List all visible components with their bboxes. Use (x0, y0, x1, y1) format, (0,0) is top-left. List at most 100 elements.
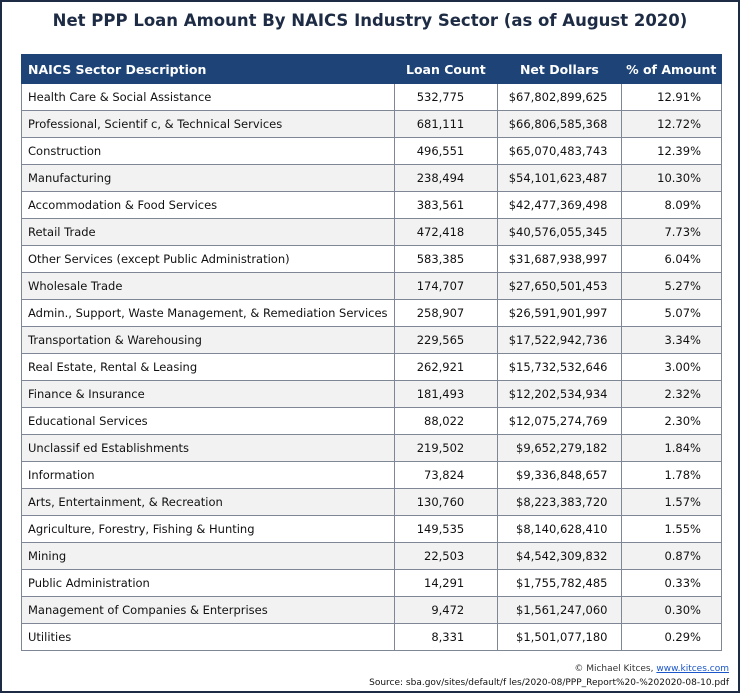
table-number: 0.29% (620, 623, 722, 651)
table-number: $15,732,532,646 (497, 353, 622, 381)
table-number: $1,501,077,180 (497, 623, 622, 651)
sector-name: Transportation & Warehousing (21, 326, 395, 354)
table-row: Real Estate, Rental & Leasing 262,921 $15,… (21, 353, 722, 381)
table-row: Other Services (except Public Administra… (21, 245, 722, 273)
table-number: 10.30% (620, 164, 722, 192)
table-number: $8,140,628,410 (497, 515, 622, 543)
table-number: 22,503 (393, 542, 499, 570)
column-header: NAICS Sector Description (21, 54, 395, 84)
table-number: 130,760 (393, 488, 499, 516)
source: Source: sba.gov/sites/default/f les/2020… (369, 678, 729, 688)
table-number: $9,652,279,182 (497, 434, 622, 462)
table-number: 258,907 (393, 299, 499, 327)
table-number: 2.32% (620, 380, 722, 408)
table-number: 8,331 (393, 623, 499, 651)
table-number: 229,565 (393, 326, 499, 354)
table-number: 174,707 (393, 272, 499, 300)
table-number: $27,650,501,453 (497, 272, 622, 300)
table-number: $1,561,247,060 (497, 596, 622, 624)
column-header: % of Amount (620, 54, 722, 84)
table-number: 6.04% (620, 245, 722, 273)
table-number: 0.33% (620, 569, 722, 597)
title: Net PPP Loan Amount By NAICS Industry Se… (52, 11, 688, 30)
table-number: 0.30% (620, 596, 722, 624)
table-row: Finance & Insurance 181,493 $12,202,534,93… (21, 380, 722, 408)
table-number: 1.84% (620, 434, 722, 462)
table-number: 12.39% (620, 137, 722, 165)
credit-author: © Michael Kitces, (574, 664, 654, 674)
table-header: NAICS Sector Description Loan Count Net Do… (21, 54, 722, 84)
sector-name: Health Care & Social Assistance (21, 83, 395, 111)
table-number: $12,202,534,934 (497, 380, 622, 408)
table-number: 1.78% (620, 461, 722, 489)
table-number: 5.27% (620, 272, 722, 300)
sector-name: Mining (21, 542, 395, 570)
sector-name: Real Estate, Rental & Leasing (21, 353, 395, 381)
table-number: $9,336,848,657 (497, 461, 622, 489)
table-number: 8.09% (620, 191, 722, 219)
table-number: 0.87% (620, 542, 722, 570)
table-number: 9,472 (393, 596, 499, 624)
table-number: 7.73% (620, 218, 722, 246)
sector-name: Agriculture, Forestry, Fishing & Hunting (21, 515, 395, 543)
table-number: 1.55% (620, 515, 722, 543)
table-row: Retail Trade 472,418 $40,576,055,345 7.73% (21, 218, 722, 246)
table-number: 3.34% (620, 326, 722, 354)
table: NAICS Sector Description Loan Count Net Do… (21, 54, 722, 651)
table-number: 73,824 (393, 461, 499, 489)
header-row: NAICS Sector Description Loan Count Net Do… (21, 54, 722, 84)
sector-name: Other Services (except Public Administra… (21, 245, 395, 273)
table-number: 12.91% (620, 83, 722, 111)
table-number: $12,075,274,769 (497, 407, 622, 435)
table-row: Construction 496,551 $65,070,483,743 12.39% (21, 137, 722, 165)
table-number: $42,477,369,498 (497, 191, 622, 219)
table-number: 383,561 (393, 191, 499, 219)
table-number: 149,535 (393, 515, 499, 543)
sector-name: Retail Trade (21, 218, 395, 246)
table-number: 3.00% (620, 353, 722, 381)
sector-name: Public Administration (21, 569, 395, 597)
table-number: 238,494 (393, 164, 499, 192)
table-number: 5.07% (620, 299, 722, 327)
table-row: Transportation & Warehousing 229,565 $17,5… (21, 326, 722, 354)
table-number: 532,775 (393, 83, 499, 111)
sector-name: Construction (21, 137, 395, 165)
table-row: Health Care & Social Assistance 532,775 $6… (21, 83, 722, 111)
table-number: 12.72% (620, 110, 722, 138)
table-number: 472,418 (393, 218, 499, 246)
table-number: $17,522,942,736 (497, 326, 622, 354)
sector-name: Educational Services (21, 407, 395, 435)
table-number: 219,502 (393, 434, 499, 462)
table-row: Accommodation & Food Services 383,561 $42,… (21, 191, 722, 219)
table-number: 2.30% (620, 407, 722, 435)
table-number: $54,101,623,487 (497, 164, 622, 192)
sector-name: Accommodation & Food Services (21, 191, 395, 219)
credit-link[interactable]: www.kitces.com (656, 664, 729, 674)
table-row: Wholesale Trade 174,707 $27,650,501,453 5.2… (21, 272, 722, 300)
credit: © Michael Kitces, www.kitces.com (574, 664, 729, 674)
sector-name: Wholesale Trade (21, 272, 395, 300)
table-row: Management of Companies & Enterprises 9,4… (21, 596, 722, 624)
table-number: $67,802,899,625 (497, 83, 622, 111)
sector-name: Finance & Insurance (21, 380, 395, 408)
sector-name: Unclassif ed Establishments (21, 434, 395, 462)
sector-name: Admin., Support, Waste Management, & Rem… (21, 299, 395, 327)
table-number: 181,493 (393, 380, 499, 408)
sector-name: Utilities (21, 623, 395, 651)
table-number: $8,223,383,720 (497, 488, 622, 516)
sector-name: Information (21, 461, 395, 489)
table-row: Unclassif ed Establishments 219,502 $9,652… (21, 434, 722, 462)
table-number: $31,687,938,997 (497, 245, 622, 273)
sector-name: Professional, Scientif c, & Technical Se… (21, 110, 395, 138)
table-row: Agriculture, Forestry, Fishing & Hunting… (21, 515, 722, 543)
column-header: Net Dollars (497, 54, 622, 84)
table-number: $26,591,901,997 (497, 299, 622, 327)
table-row: Educational Services 88,022 $12,075,274,76… (21, 407, 722, 435)
table-number: 88,022 (393, 407, 499, 435)
table-number: 1.57% (620, 488, 722, 516)
column-header: Loan Count (393, 54, 499, 84)
table-row: Admin., Support, Waste Management, & Rem… (21, 299, 722, 327)
table-number: $66,806,585,368 (497, 110, 622, 138)
